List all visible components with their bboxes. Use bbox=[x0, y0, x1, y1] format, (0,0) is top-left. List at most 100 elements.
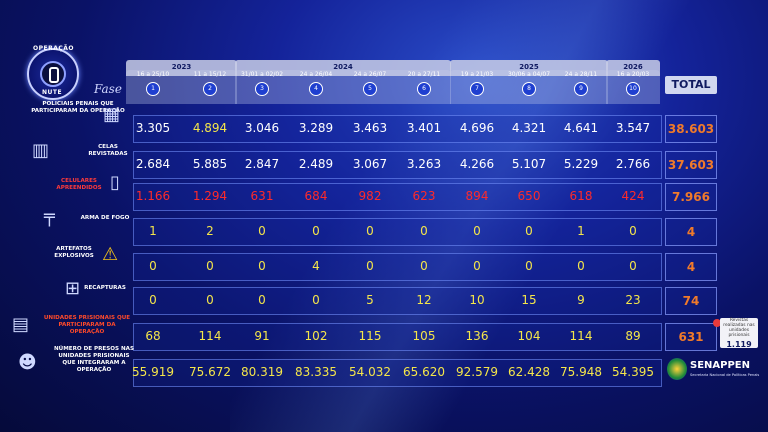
table-cell: 3.401 bbox=[406, 121, 442, 135]
table-cell: 3.547 bbox=[615, 121, 651, 135]
table-cell: 982 bbox=[358, 189, 382, 203]
table-cell: 10 bbox=[469, 293, 485, 307]
phase-dates: 16 a 25/10 bbox=[136, 71, 170, 78]
table-cell: 114 bbox=[569, 329, 593, 343]
table-cell: 5.885 bbox=[192, 157, 228, 171]
table-cell: 0 bbox=[525, 259, 533, 273]
phase-number-badge: 8 bbox=[522, 82, 536, 96]
total-cell: 74 bbox=[665, 287, 717, 315]
table-row bbox=[133, 218, 662, 246]
phase-number-badge: 9 bbox=[574, 82, 588, 96]
phase-dates: 31/01 a 02/02 bbox=[240, 71, 284, 78]
table-cell: 0 bbox=[206, 293, 214, 307]
phase-number-badge: 6 bbox=[417, 82, 431, 96]
total-cell: 631 bbox=[665, 323, 717, 351]
table-row bbox=[133, 287, 662, 315]
table-cell: 91 bbox=[254, 329, 270, 343]
table-cell: 0 bbox=[473, 259, 481, 273]
table-cell: 631 bbox=[250, 189, 274, 203]
table-cell: 894 bbox=[465, 189, 489, 203]
phase-dates: 11 a 15/12 bbox=[193, 71, 227, 78]
table-cell: 2.684 bbox=[135, 157, 171, 171]
table-cell: 4.266 bbox=[459, 157, 495, 171]
table-cell: 4.641 bbox=[563, 121, 599, 135]
row-label: ARTEFATOS EXPLOSIVOS bbox=[54, 246, 94, 259]
table-cell: 3.289 bbox=[298, 121, 334, 135]
table-cell: 89 bbox=[625, 329, 641, 343]
table-cell: 68 bbox=[145, 329, 161, 343]
table-cell: 0 bbox=[312, 224, 320, 238]
phase-number-badge: 4 bbox=[309, 82, 323, 96]
table-cell: 684 bbox=[304, 189, 328, 203]
brand-subtitle: Secretaria Nacional de Políticas Penais bbox=[690, 373, 760, 377]
table-cell: 0 bbox=[366, 259, 374, 273]
table-cell: 75.948 bbox=[560, 365, 602, 379]
table-row bbox=[133, 253, 662, 281]
logo-top-text: OPERAÇÃO bbox=[33, 45, 75, 52]
table-cell: 62.428 bbox=[508, 365, 550, 379]
table-cell: 0 bbox=[258, 293, 266, 307]
table-cell: 3.067 bbox=[352, 157, 388, 171]
prisoners-icon: ☻ bbox=[18, 352, 37, 373]
note-marker-icon bbox=[713, 319, 721, 327]
table-cell: 3.305 bbox=[135, 121, 171, 135]
table-cell: 2.489 bbox=[298, 157, 334, 171]
row-label: POLICIAIS PENAIS QUE PARTICIPARAM DA OPE… bbox=[31, 101, 125, 114]
table-cell: 105 bbox=[412, 329, 436, 343]
table-cell: 65.620 bbox=[403, 365, 445, 379]
table-cell: 3.046 bbox=[244, 121, 280, 135]
officers-icon: ▦ bbox=[103, 104, 121, 125]
table-cell: 4.696 bbox=[459, 121, 495, 135]
gun-icon: ╤ bbox=[44, 206, 55, 227]
row-label: ARMA DE FOGO bbox=[80, 215, 130, 221]
table-cell: 0 bbox=[577, 259, 585, 273]
phase-number-badge: 2 bbox=[203, 82, 217, 96]
table-cell: 650 bbox=[517, 189, 541, 203]
table-cell: 1 bbox=[149, 224, 157, 238]
table-cell: 618 bbox=[569, 189, 593, 203]
table-cell: 15 bbox=[521, 293, 537, 307]
brand-name: SENAPPEN bbox=[690, 360, 750, 371]
total-cell: 4 bbox=[665, 253, 717, 281]
total-cell: 37.603 bbox=[665, 151, 717, 179]
phase-number-badge: 5 bbox=[363, 82, 377, 96]
table-cell: 80.319 bbox=[241, 365, 283, 379]
total-cell: 38.603 bbox=[665, 115, 717, 143]
total-header: TOTAL bbox=[665, 76, 717, 94]
table-cell: 424 bbox=[621, 189, 645, 203]
prison-building-icon: ▤ bbox=[12, 314, 30, 335]
phase-number-badge: 1 bbox=[146, 82, 160, 96]
table-cell: 0 bbox=[420, 259, 428, 273]
table-cell: 4 bbox=[312, 259, 320, 273]
table-cell: 0 bbox=[629, 224, 637, 238]
cellphone-icon: ▯ bbox=[110, 172, 120, 193]
table-cell: 1.294 bbox=[192, 189, 228, 203]
row-label: NÚMERO DE PRESOS NAS UNIDADES PRISIONAIS… bbox=[53, 346, 135, 373]
phase-dates: 24 a 28/11 bbox=[564, 71, 598, 78]
table-cell: 5.107 bbox=[511, 157, 547, 171]
table-row bbox=[133, 115, 662, 143]
table-cell: 5.229 bbox=[563, 157, 599, 171]
total-cell: 7.966 bbox=[665, 183, 717, 211]
note-box: Revistas realizadas nas unidades prision… bbox=[720, 318, 758, 349]
note-value: 1.119 bbox=[726, 340, 752, 349]
phase-number-badge: 10 bbox=[626, 82, 640, 96]
table-cell: 4.321 bbox=[511, 121, 547, 135]
table-cell: 1 bbox=[577, 224, 585, 238]
table-cell: 0 bbox=[629, 259, 637, 273]
table-cell: 102 bbox=[304, 329, 328, 343]
table-cell: 0 bbox=[473, 224, 481, 238]
table-cell: 5 bbox=[366, 293, 374, 307]
table-cell: 75.672 bbox=[189, 365, 231, 379]
jail-cell-icon: ▥ bbox=[32, 140, 50, 161]
year-label: 2025 bbox=[450, 60, 608, 76]
row-label: CELAS REVISTADAS bbox=[88, 144, 128, 157]
row-label: CELULARES APREENDIDOS bbox=[56, 178, 102, 191]
table-cell: 115 bbox=[358, 329, 382, 343]
phase-dates: 19 a 21/03 bbox=[460, 71, 494, 78]
brazil-crest-icon bbox=[667, 358, 687, 380]
table-cell: 0 bbox=[312, 293, 320, 307]
explosive-icon: ⚠ bbox=[102, 244, 119, 265]
row-label: RECAPTURAS bbox=[84, 285, 126, 291]
table-cell: 0 bbox=[206, 259, 214, 273]
